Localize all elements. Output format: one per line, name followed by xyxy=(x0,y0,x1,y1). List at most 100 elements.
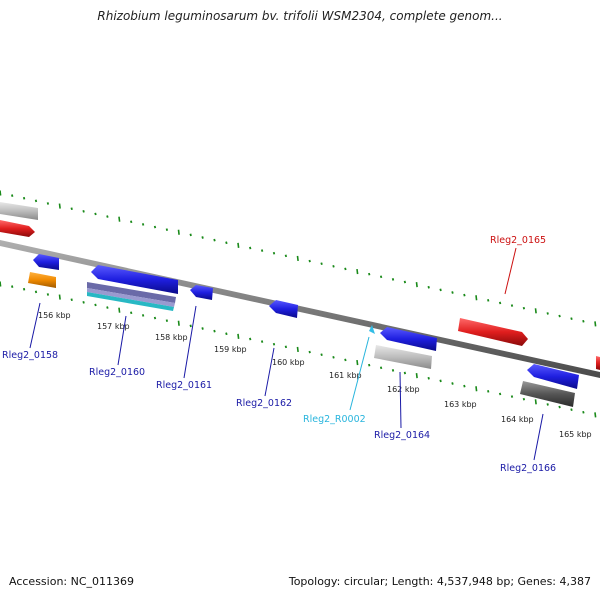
inner-tick-track xyxy=(0,281,597,418)
outer-tick xyxy=(439,288,442,292)
inner-tick xyxy=(451,382,454,385)
outer-tick xyxy=(11,194,14,197)
gene-reverse-gray-0164[interactable] xyxy=(374,345,432,369)
gene-reverse-blue-0160[interactable] xyxy=(91,265,178,294)
inner-tick xyxy=(510,395,514,398)
outer-tick xyxy=(58,203,61,209)
outer-tick xyxy=(332,264,335,268)
inner-tick xyxy=(34,290,38,294)
inner-tick xyxy=(225,332,228,336)
outer-tick xyxy=(189,233,192,237)
gene-forward-red-edge[interactable] xyxy=(596,356,600,370)
outer-tick xyxy=(594,321,597,327)
gene-label[interactable]: Rleg2_0158 xyxy=(2,350,58,361)
outer-tick xyxy=(284,254,288,258)
inner-tick xyxy=(308,350,311,354)
outer-tick-track xyxy=(0,190,597,327)
gene-label-leader xyxy=(349,336,370,411)
gene-reverse-stripe-2[interactable] xyxy=(87,288,175,307)
gene-label-leader xyxy=(264,347,275,397)
inner-tick xyxy=(141,314,145,317)
gene-label[interactable]: Rleg2_0165 xyxy=(490,235,546,246)
inner-tick xyxy=(284,345,288,349)
inner-tick xyxy=(570,408,573,412)
inner-tick xyxy=(582,410,585,414)
outer-tick xyxy=(177,229,180,235)
inner-tick xyxy=(0,281,2,287)
outer-tick xyxy=(498,301,502,305)
inner-tick xyxy=(11,285,14,288)
gene-label-leader xyxy=(117,315,127,366)
inner-tick xyxy=(296,346,299,353)
inner-tick xyxy=(427,376,430,380)
inner-tick xyxy=(534,399,537,405)
gene-labels: Rleg2_0158 Rleg2_0160 Rleg2_0161 Rleg2_0162… xyxy=(2,235,556,474)
gene-reverse-orange[interactable] xyxy=(28,272,56,288)
gene-reverse-blue-1[interactable] xyxy=(33,254,59,270)
gene-label[interactable]: Rleg2_0160 xyxy=(89,367,145,378)
inner-tick xyxy=(475,386,478,392)
outer-tick xyxy=(165,228,169,231)
outer-tick xyxy=(534,308,537,314)
gene-label-leader xyxy=(29,302,41,349)
gene-forward-red-left[interactable] xyxy=(0,220,35,237)
inner-tick xyxy=(165,319,169,322)
outer-tick xyxy=(201,236,204,239)
inner-tick xyxy=(356,359,359,366)
gene-label[interactable]: Rleg2_0166 xyxy=(500,463,556,474)
genome-backbone xyxy=(0,240,600,378)
inner-tick xyxy=(237,333,240,339)
kbp-labels: 156 kbp 157 kbp 158 kbp 159 kbp 160 kbp 161 k… xyxy=(38,311,592,439)
gene-reverse-blue-0166[interactable] xyxy=(527,364,579,389)
inner-tick xyxy=(368,363,371,367)
outer-tick xyxy=(403,280,407,284)
inner-tick xyxy=(439,379,442,383)
outer-tick xyxy=(582,319,585,323)
outer-tick xyxy=(415,282,418,288)
kbp-label: 163 kbp xyxy=(444,400,477,409)
gene-reverse-blue-0164[interactable] xyxy=(380,327,437,351)
outer-tick xyxy=(70,207,73,211)
accession-text: Accession: NC_011369 xyxy=(9,575,135,588)
outer-tick xyxy=(546,312,549,315)
outer-tick xyxy=(391,278,395,281)
gene-forward-red-0165[interactable] xyxy=(458,318,528,346)
gene-label[interactable]: Rleg2_R0002 xyxy=(303,414,366,425)
gene-label[interactable]: Rleg2_0164 xyxy=(374,430,430,441)
kbp-label: 165 kbp xyxy=(559,430,592,439)
gene-reverse-stripe-1[interactable] xyxy=(87,282,176,303)
genome-summary: Topology: circular; Length: 4,537,948 bp… xyxy=(288,575,591,588)
outer-tick xyxy=(344,267,347,271)
inner-tick xyxy=(379,366,383,370)
rna-R0002[interactable] xyxy=(369,325,375,334)
outer-tick xyxy=(237,242,240,248)
gene-label[interactable]: Rleg2_0161 xyxy=(156,380,212,391)
kbp-label: 156 kbp xyxy=(38,311,71,320)
gene-label[interactable]: Rleg2_0162 xyxy=(236,398,292,409)
inner-tick xyxy=(272,342,276,346)
kbp-label: 162 kbp xyxy=(387,385,420,394)
gene-reverse-darkgray-0166[interactable] xyxy=(520,381,575,407)
gene-reverse-stripe-3[interactable] xyxy=(87,292,174,311)
inner-tick xyxy=(82,300,85,304)
outer-tick xyxy=(153,225,157,229)
gene-reverse-blue-0161[interactable] xyxy=(190,285,213,300)
inner-tick xyxy=(320,353,323,357)
inner-tick xyxy=(403,371,407,375)
gene-reverse-blue-0162[interactable] xyxy=(269,300,298,318)
inner-tick xyxy=(344,358,347,362)
outer-tick xyxy=(487,299,490,302)
inner-tick xyxy=(189,324,192,328)
gene-forward-gray[interactable] xyxy=(0,202,38,220)
outer-tick xyxy=(22,196,26,200)
map-title: Rhizobium leguminosarum bv. trifolii WSM… xyxy=(97,9,503,23)
outer-tick xyxy=(94,212,97,216)
inner-tick xyxy=(391,369,395,372)
outer-tick xyxy=(46,202,50,205)
outer-tick xyxy=(213,238,216,242)
gene-label-leader xyxy=(504,247,517,295)
kbp-label: 157 kbp xyxy=(97,322,130,331)
outer-tick xyxy=(141,223,145,226)
kbp-label: 158 kbp xyxy=(155,333,188,342)
